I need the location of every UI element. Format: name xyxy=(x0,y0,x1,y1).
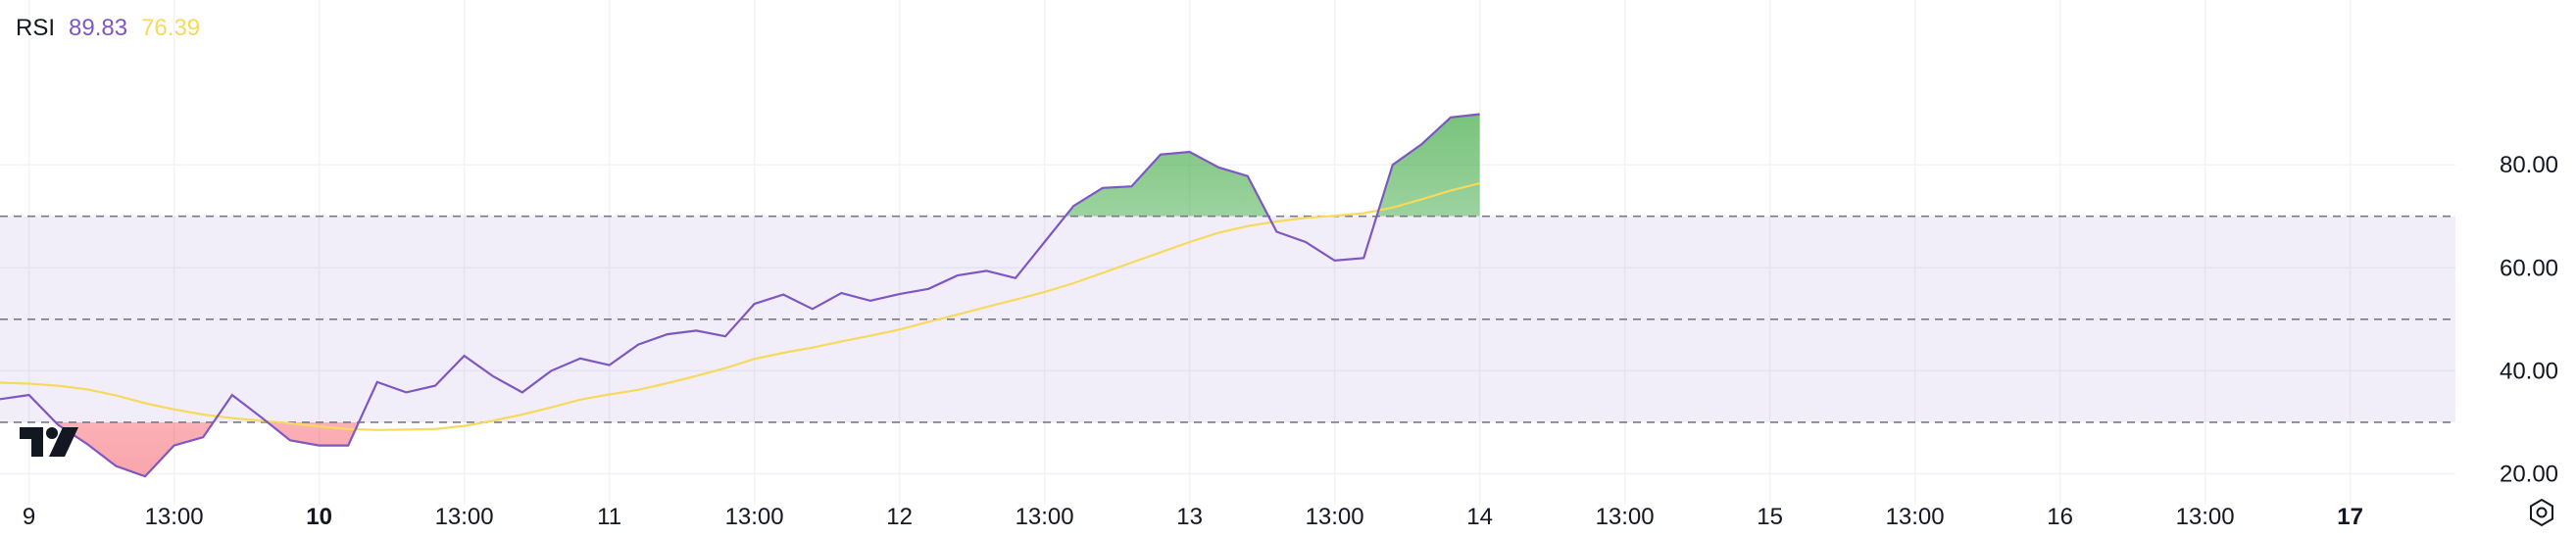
level-lines xyxy=(0,215,2455,423)
y-tick-label: 40.00 xyxy=(2500,358,2558,384)
x-tick-label: 13:00 xyxy=(145,504,204,530)
x-tick-label: 13:00 xyxy=(725,504,784,530)
tradingview-logo[interactable] xyxy=(20,427,80,462)
x-axis-labels: 9 13:00 10 13:00 11 13:00 12 13:00 13 13:00 14 13:0… xyxy=(23,504,2363,530)
x-tick-label: 15 xyxy=(1757,504,1783,530)
legend-ma-value: 76.39 xyxy=(141,15,201,41)
legend-indicator-name: RSI xyxy=(16,15,56,41)
x-tick-label: 9 xyxy=(23,504,35,530)
y-tick-label: 20.00 xyxy=(2500,461,2558,487)
legend-rsi-value: 89.83 xyxy=(69,15,128,41)
x-tick-label: 13:00 xyxy=(435,504,494,530)
x-tick-label: 16 xyxy=(2047,504,2073,530)
x-tick-label: 13:00 xyxy=(1016,504,1074,530)
y-tick-label: 60.00 xyxy=(2500,255,2558,281)
x-tick-label: 12 xyxy=(886,504,913,530)
y-tick-label: 80.00 xyxy=(2500,152,2558,178)
rsi-line xyxy=(0,113,1480,478)
overbought-fill xyxy=(0,114,1480,217)
legend: RSI 89.83 76.39 xyxy=(16,14,214,43)
x-tick-label: 13 xyxy=(1176,504,1203,530)
x-tick-label: 13:00 xyxy=(1886,504,1945,530)
oversold-fill xyxy=(55,421,360,477)
x-tick-label: 13:00 xyxy=(1596,504,1655,530)
grid-lines xyxy=(0,0,2455,505)
x-tick-label: 14 xyxy=(1466,504,1493,530)
x-tick-label: 11 xyxy=(597,504,621,530)
ma-line xyxy=(0,182,1480,431)
settings-gear-icon[interactable] xyxy=(2527,498,2556,532)
y-axis-labels: 20.00 40.00 60.00 80.00 xyxy=(2500,152,2558,487)
x-tick-label: 17 xyxy=(2337,504,2363,530)
x-tick-label: 10 xyxy=(306,504,332,530)
x-tick-label: 13:00 xyxy=(2176,504,2235,530)
x-tick-label: 13:00 xyxy=(1306,504,1364,530)
